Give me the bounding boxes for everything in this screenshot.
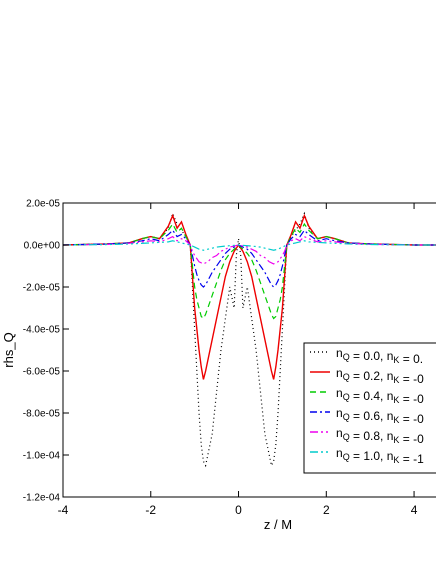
series-line-4 xyxy=(63,235,436,265)
x-tick-label: -2 xyxy=(145,503,156,517)
legend-entry-0: nQ = 0.0, nK = 0. xyxy=(336,346,423,366)
y-tick-label: -8.0e-05 xyxy=(23,409,61,420)
legend-entry-4: nQ = 0.8, nK = -0 xyxy=(336,426,424,446)
y-tick-label: -1.0e-04 xyxy=(23,451,61,462)
y-tick-label: -4.0e-05 xyxy=(23,325,61,336)
x-tick-label: 0 xyxy=(235,503,242,517)
x-tick-label: -4 xyxy=(58,503,69,517)
y-tick-label: 2.0e-05 xyxy=(26,199,60,210)
legend-entry-3: nQ = 0.6, nK = -0 xyxy=(336,406,424,426)
legend-entry-2: nQ = 0.4, nK = -0 xyxy=(336,386,424,406)
y-tick-label: 0.0e+00 xyxy=(24,241,61,252)
x-axis-label: z / M xyxy=(264,517,292,532)
series-line-3 xyxy=(63,229,436,288)
y-tick-label: -1.2e-04 xyxy=(23,493,61,504)
x-tick-label: 2 xyxy=(323,503,330,517)
series-line-5 xyxy=(63,240,436,251)
x-tick-label: 4 xyxy=(411,503,418,517)
legend-entry-5: nQ = 1.0, nK = -1 xyxy=(336,446,424,466)
series-layer xyxy=(63,211,436,468)
ticks-layer: -4 -2 0 2 4 2.0e-05 0.0e+00 -2.0e-05 -4.0e-05 -6.… xyxy=(23,199,418,518)
plot-frame xyxy=(62,202,436,498)
y-tick-label: -2.0e-05 xyxy=(23,283,61,294)
series-line-1 xyxy=(63,213,436,380)
series-line-2 xyxy=(63,222,436,320)
y-tick-label: -6.0e-05 xyxy=(23,367,61,378)
legend-entry-1: nQ = 0.2, nK = -0 xyxy=(336,366,424,386)
legend: nQ = 0.0, nK = 0.nQ = 0.2, nK = -0nQ = 0… xyxy=(303,342,436,474)
y-axis-label: rhs_Q xyxy=(1,332,16,367)
